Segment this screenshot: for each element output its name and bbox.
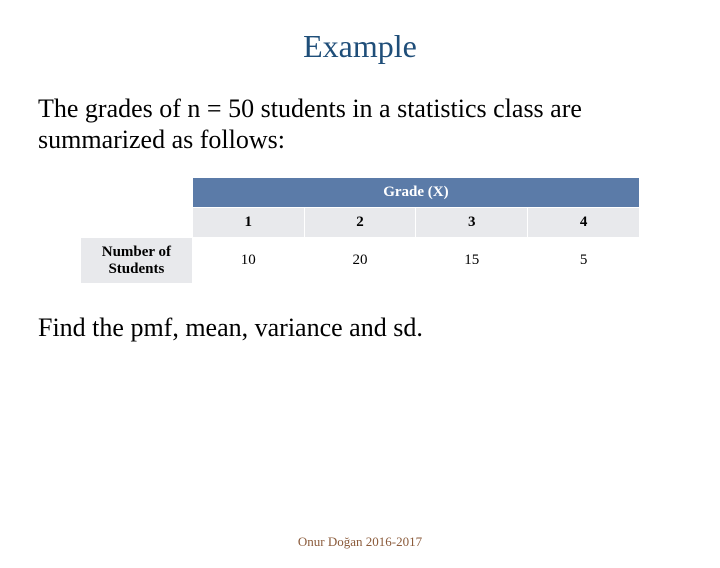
table-header-span: Grade (X) [192, 178, 639, 208]
table-cell: 20 [304, 238, 416, 284]
table-cell: 15 [416, 238, 528, 284]
table-cell: 5 [528, 238, 640, 284]
footer-credit: Onur Doğan 2016-2017 [0, 534, 720, 550]
table-row-label: Number of Students [81, 238, 193, 284]
table-col-header: 4 [528, 208, 640, 238]
table-corner-blank-2 [81, 208, 193, 238]
table-col-header: 2 [304, 208, 416, 238]
grades-table: Grade (X) 1 2 3 4 Number of Students 10 … [80, 177, 640, 284]
table-corner-blank [81, 178, 193, 208]
slide-title: Example [0, 28, 720, 65]
intro-text: The grades of n = 50 students in a stati… [38, 93, 682, 155]
table-col-header: 1 [192, 208, 304, 238]
table-col-header: 3 [416, 208, 528, 238]
row-label-line1: Number of [102, 244, 171, 260]
row-label-line2: Students [108, 261, 164, 277]
table-cell: 10 [192, 238, 304, 284]
question-text: Find the pmf, mean, variance and sd. [38, 312, 682, 343]
